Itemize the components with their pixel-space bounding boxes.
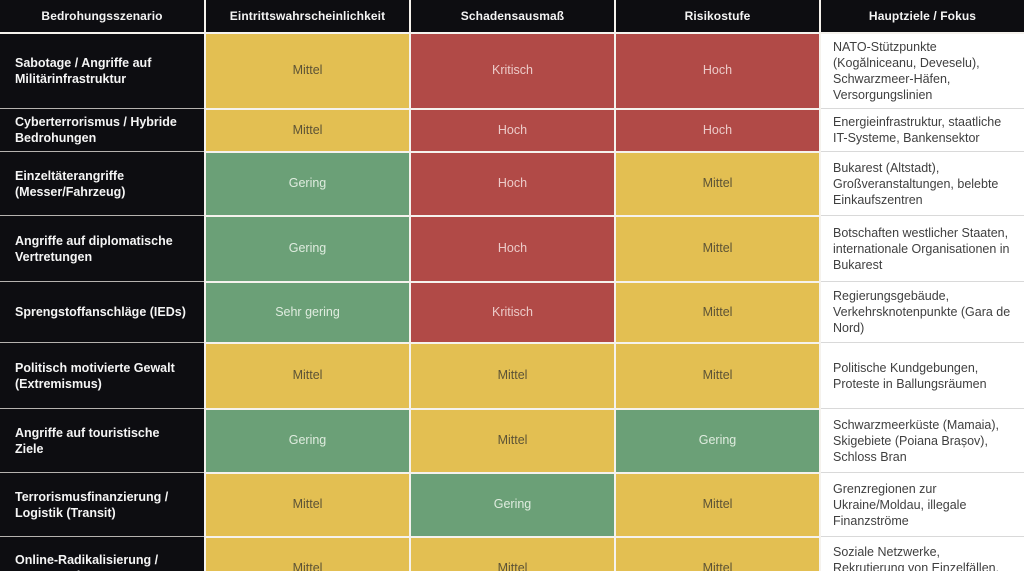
damage-cell: Kritisch [409, 280, 616, 344]
targets-cell: NATO-Stützpunkte (Kogălniceanu, Deveselu… [819, 33, 1024, 109]
probability-cell: Gering [204, 407, 411, 474]
damage-cell: Kritisch [409, 32, 616, 110]
damage-cell: Hoch [409, 214, 616, 283]
damage-cell: Mittel [409, 407, 616, 474]
col-header-bedrohungsszenario: Bedrohungsszenario [0, 0, 205, 34]
scenario-cell: Online-Radikalisierung / Propaganda [0, 536, 206, 571]
damage-cell: Hoch [409, 107, 616, 153]
scenario-cell: Angriffe auf diplomatische Vertretungen [0, 215, 206, 282]
risk-cell: Hoch [614, 107, 821, 153]
risk-cell: Mittel [614, 341, 821, 410]
targets-cell: Regierungsgebäude, Verkehrsknotenpunkte … [819, 281, 1024, 343]
table-row: Einzeltäterangriffe (Messer/Fahrzeug) Ger… [0, 150, 1024, 217]
scenario-cell: Politisch motivierte Gewalt (Extremismus… [0, 342, 206, 409]
col-header-hauptziele-fokus: Hauptziele / Fokus [819, 0, 1024, 34]
probability-cell: Mittel [204, 535, 411, 571]
targets-cell: Politische Kundgebungen, Proteste in Bal… [819, 342, 1024, 409]
table-header: Bedrohungsszenario Eintrittswahrscheinli… [0, 0, 1024, 34]
col-header-eintrittswahrscheinlichkeit: Eintrittswahrscheinlichkeit [204, 0, 410, 34]
header-row: Bedrohungsszenario Eintrittswahrscheinli… [0, 0, 1024, 34]
damage-cell: Mittel [409, 535, 616, 571]
probability-cell: Gering [204, 214, 411, 283]
col-header-schadensausmass: Schadensausmaß [409, 0, 615, 34]
risk-cell: Mittel [614, 280, 821, 344]
probability-cell: Mittel [204, 471, 411, 538]
table-row: Sprengstoffanschläge (IEDs) Sehr gering Kr… [0, 280, 1024, 344]
table-row: Angriffe auf touristische Ziele Gering Mit… [0, 407, 1024, 474]
scenario-cell: Sabotage / Angriffe auf Militärinfrastru… [0, 32, 206, 109]
probability-cell: Gering [204, 150, 411, 217]
probability-cell: Mittel [204, 32, 411, 110]
scenario-cell: Terrorismusfinanzierung / Logistik (Tran… [0, 472, 206, 537]
risk-cell: Mittel [614, 150, 821, 217]
targets-cell: Botschaften westlicher Staaten, internat… [819, 215, 1024, 282]
damage-cell: Gering [409, 471, 616, 538]
col-header-risikostufe: Risikostufe [614, 0, 820, 34]
table-row: Online-Radikalisierung / PropagandaMitte… [0, 535, 1024, 571]
damage-cell: Hoch [409, 150, 616, 217]
scenario-cell: Sprengstoffanschläge (IEDs) [0, 281, 206, 343]
damage-cell: Mittel [409, 341, 616, 410]
scenario-cell: Cyberterrorismus / Hybride Bedrohungen [0, 108, 206, 152]
table-row: Politisch motivierte Gewalt (Extremismus… [0, 341, 1024, 410]
probability-cell: Mittel [204, 341, 411, 410]
table-row: Sabotage / Angriffe auf Militärinfrastru… [0, 32, 1024, 110]
table-row: Angriffe auf diplomatische Vertretungen G… [0, 214, 1024, 283]
targets-cell: Grenzregionen zur Ukraine/Moldau, illega… [819, 472, 1024, 537]
targets-cell: Energieinfrastruktur, staatliche IT-Syst… [819, 108, 1024, 152]
risk-cell: Mittel [614, 214, 821, 283]
scenario-cell: Angriffe auf touristische Ziele [0, 408, 206, 473]
targets-cell: Bukarest (Altstadt), Großveranstaltungen… [819, 151, 1024, 216]
probability-cell: Sehr gering [204, 280, 411, 344]
risk-cell: Mittel [614, 535, 821, 571]
risk-cell: Gering [614, 407, 821, 474]
table-row: Cyberterrorismus / Hybride Bedrohungen Mi… [0, 107, 1024, 153]
table-body: Sabotage / Angriffe auf Militärinfrastru… [0, 32, 1024, 571]
scenario-cell: Einzeltäterangriffe (Messer/Fahrzeug) [0, 151, 206, 216]
table-row: Terrorismusfinanzierung / Logistik (Tran… [0, 471, 1024, 538]
risk-cell: Hoch [614, 32, 821, 110]
targets-cell: Schwarzmeerküste (Mamaia), Skigebiete (P… [819, 408, 1024, 473]
risk-cell: Mittel [614, 471, 821, 538]
probability-cell: Mittel [204, 107, 411, 153]
targets-cell: Soziale Netzwerke, Rekrutierung von Einz… [819, 536, 1024, 571]
